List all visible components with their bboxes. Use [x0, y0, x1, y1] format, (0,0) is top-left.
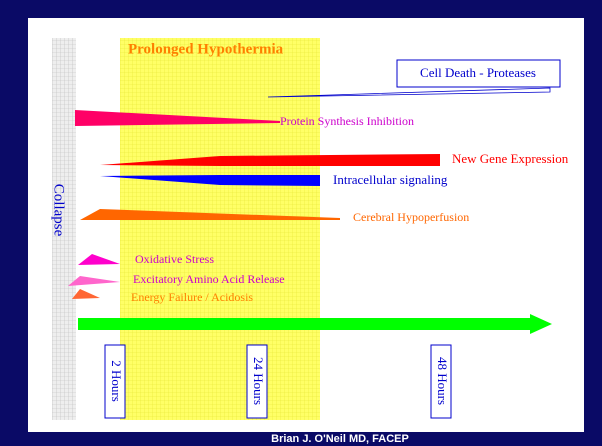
- event-wedge: [75, 110, 280, 126]
- time-label: 24 Hours: [251, 357, 266, 405]
- collapse-grid: [52, 38, 76, 420]
- time-arrow: [78, 314, 552, 334]
- event-label: Protein Synthesis Inhibition: [280, 114, 414, 128]
- event-wedge: [80, 209, 340, 220]
- event-wedge: [78, 254, 120, 265]
- time-box: [104, 344, 126, 419]
- time-box: [430, 344, 452, 419]
- title: Prolonged Hypothermia: [128, 41, 284, 57]
- collapse-label: Collapse: [51, 184, 67, 237]
- footer: Brian J. O'Neil MD, FACEP: [271, 433, 409, 445]
- event-wedge: [267, 87, 551, 98]
- event-label: New Gene Expression: [452, 151, 569, 166]
- event-label: Energy Failure / Acidosis: [131, 290, 253, 304]
- event-wedge: [72, 289, 100, 299]
- event-box: [396, 59, 561, 88]
- hypothermia-zone: [120, 38, 320, 420]
- event-wedge: [68, 276, 120, 286]
- time-label: 2 Hours: [109, 360, 124, 402]
- time-box: [246, 344, 268, 419]
- event-wedge: [100, 154, 440, 166]
- time-label: 48 Hours: [435, 357, 450, 405]
- event-label: Cerebral Hypoperfusion: [353, 210, 469, 224]
- event-label: Oxidative Stress: [135, 252, 214, 266]
- event-label: Excitatory Amino Acid Release: [133, 272, 285, 286]
- event-label: Cell Death - Proteases: [420, 65, 536, 80]
- event-label: Intracellular signaling: [333, 172, 448, 187]
- event-wedge: [100, 175, 320, 186]
